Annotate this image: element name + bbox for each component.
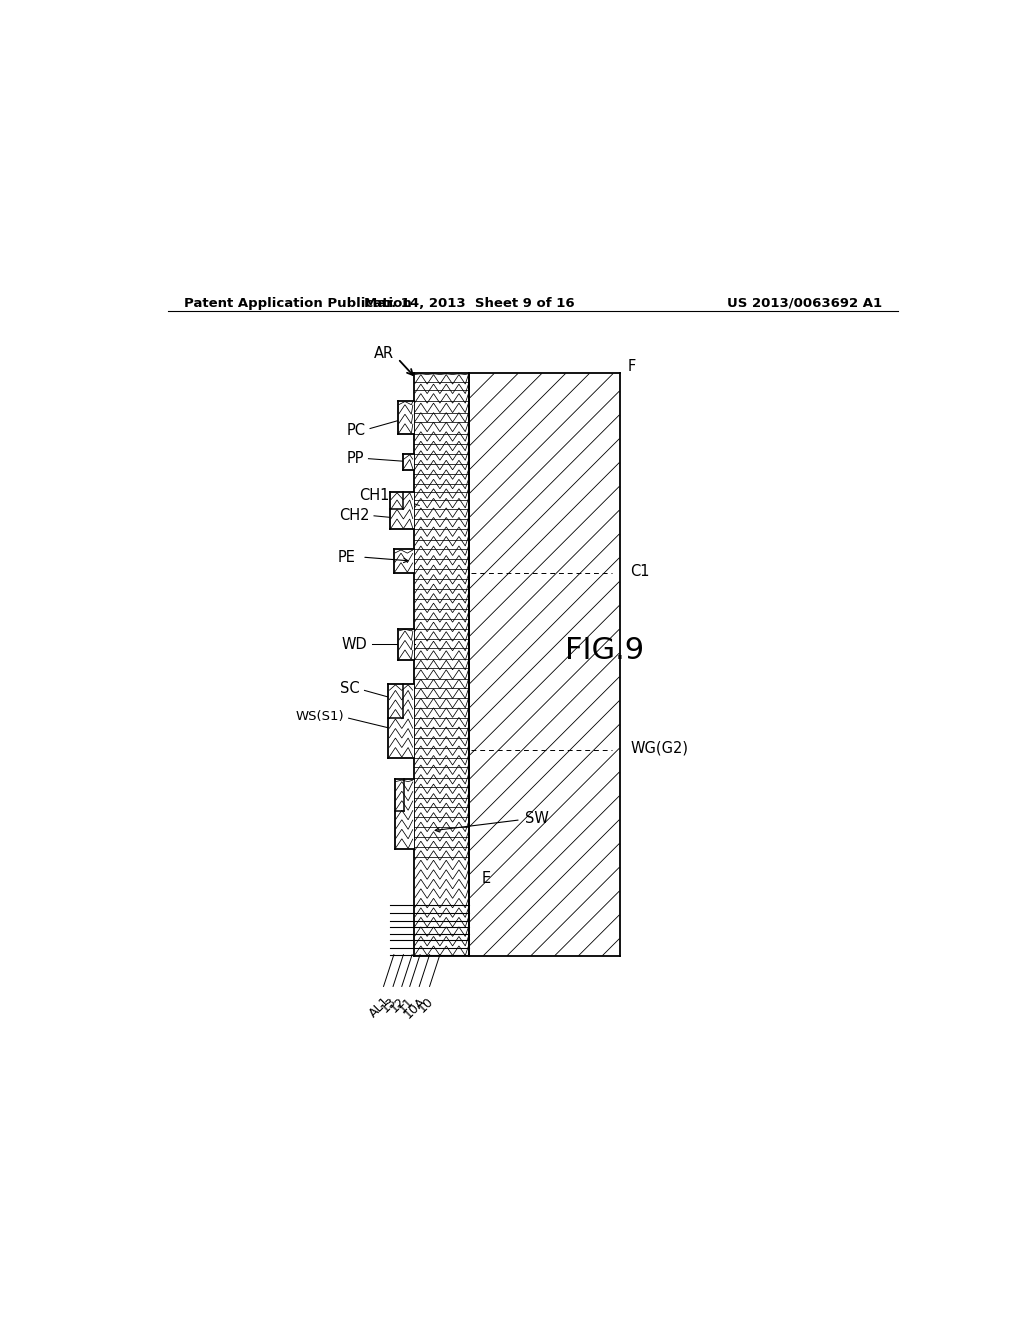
Text: E: E — [481, 871, 490, 886]
Text: WG(G2): WG(G2) — [631, 741, 688, 756]
Bar — [388, 684, 414, 758]
Text: SC: SC — [340, 681, 359, 697]
Text: PP: PP — [347, 451, 365, 466]
Text: C1: C1 — [631, 564, 650, 579]
Bar — [394, 779, 414, 849]
Bar — [397, 401, 414, 434]
Text: CH1: CH1 — [359, 487, 390, 503]
Text: AR: AR — [374, 346, 394, 360]
Text: 11: 11 — [395, 994, 416, 1015]
Text: 10: 10 — [416, 994, 436, 1015]
Bar — [397, 628, 414, 660]
Text: 12: 12 — [388, 994, 408, 1015]
Text: 13: 13 — [379, 994, 399, 1015]
Text: AL1: AL1 — [367, 994, 392, 1020]
Bar — [414, 374, 469, 956]
Text: WS(S1): WS(S1) — [295, 710, 344, 723]
Bar — [469, 374, 621, 956]
Bar — [394, 549, 414, 573]
Text: Mar. 14, 2013  Sheet 9 of 16: Mar. 14, 2013 Sheet 9 of 16 — [364, 297, 574, 310]
Text: FIG.9: FIG.9 — [564, 636, 644, 665]
Text: SW: SW — [524, 810, 549, 826]
Bar — [402, 454, 414, 470]
Bar — [390, 492, 414, 529]
Text: PC: PC — [347, 422, 367, 438]
Text: F: F — [628, 359, 636, 374]
Text: Patent Application Publication: Patent Application Publication — [183, 297, 412, 310]
Text: US 2013/0063692 A1: US 2013/0063692 A1 — [727, 297, 882, 310]
Text: WD: WD — [342, 636, 368, 652]
Text: 10A: 10A — [402, 994, 428, 1020]
Text: PE: PE — [338, 549, 355, 565]
Text: CH2: CH2 — [340, 507, 370, 523]
